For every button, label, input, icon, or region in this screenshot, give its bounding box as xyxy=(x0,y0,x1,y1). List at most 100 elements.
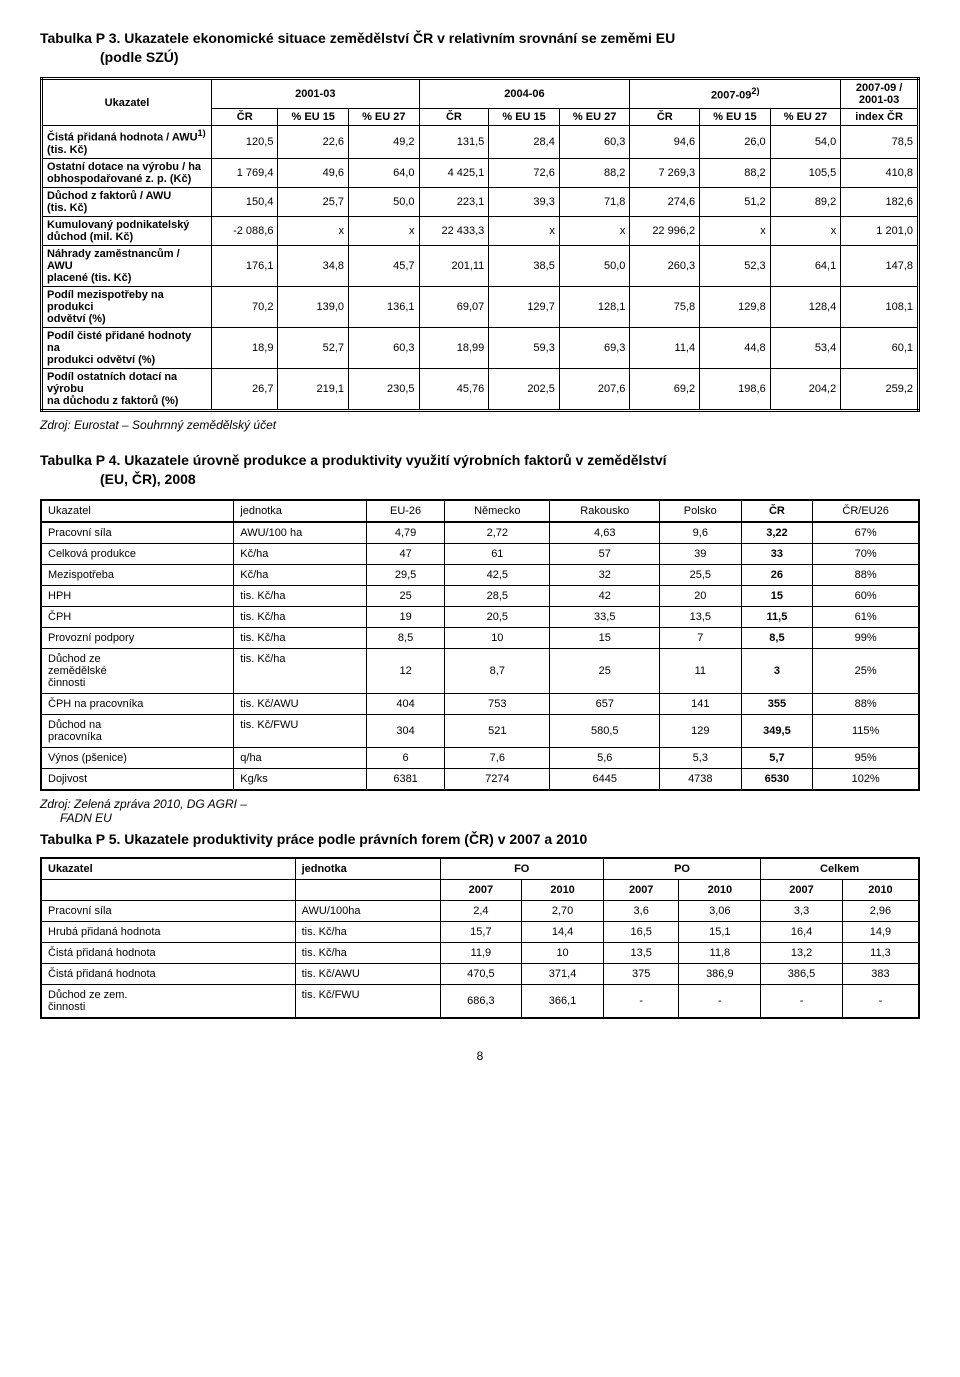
table-cell: 147,8 xyxy=(841,245,919,286)
t5-main: Ukazatele produktivity práce podle právn… xyxy=(124,831,587,847)
table-cell: 45,7 xyxy=(349,245,420,286)
table-cell: 8,7 xyxy=(445,648,550,693)
table-cell: 7 269,3 xyxy=(630,158,700,187)
t5-h-blank xyxy=(295,879,440,900)
table-cell: 78,5 xyxy=(841,126,919,159)
table4: UkazateljednotkaEU-26NěmeckoRakouskoPols… xyxy=(40,499,920,791)
t4-header: ČR/EU26 xyxy=(813,500,919,522)
table-cell: x xyxy=(278,216,349,245)
table-cell: 375 xyxy=(603,963,679,984)
t3-main: Ukazatele ekonomické situace zemědělství… xyxy=(124,30,675,46)
table-cell: 131,5 xyxy=(419,126,489,159)
table-unit: tis. Kč/ha xyxy=(234,648,367,693)
table-cell: 5,7 xyxy=(741,747,813,768)
t4-header: EU-26 xyxy=(366,500,444,522)
table-cell: 4 425,1 xyxy=(419,158,489,187)
table-cell: 139,0 xyxy=(278,286,349,327)
t5-h-year: 2010 xyxy=(842,879,919,900)
table-cell: 129,7 xyxy=(489,286,560,327)
table-cell: 29,5 xyxy=(366,564,444,585)
table-cell: 25 xyxy=(550,648,660,693)
table-row-label: Ostatní dotace na výrobu / haobhospodařo… xyxy=(42,158,212,187)
table-row-label: Celková produkce xyxy=(41,543,234,564)
table-cell: 69,3 xyxy=(559,327,630,368)
table-cell: 4,79 xyxy=(366,522,444,544)
table-cell: 6381 xyxy=(366,768,444,790)
table-cell: 129 xyxy=(660,714,741,747)
table-cell: 11,5 xyxy=(741,606,813,627)
table-cell: 49,2 xyxy=(349,126,420,159)
table-unit: tis. Kč/FWU xyxy=(234,714,367,747)
table-cell: 105,5 xyxy=(770,158,841,187)
t5-h-jednotka: jednotka xyxy=(295,858,440,880)
table-cell: 26,0 xyxy=(700,126,771,159)
table-cell: x xyxy=(700,216,771,245)
t5-h-group: FO xyxy=(440,858,603,880)
table-cell: 25% xyxy=(813,648,919,693)
table-cell: 61 xyxy=(445,543,550,564)
table-cell: 5,3 xyxy=(660,747,741,768)
t5-h-ukazatel: Ukazatel xyxy=(41,858,295,880)
table-row-label: Čistá přidaná hodnota xyxy=(41,963,295,984)
table-cell: 25 xyxy=(366,585,444,606)
table-cell: 753 xyxy=(445,693,550,714)
table-cell: 1 201,0 xyxy=(841,216,919,245)
table-cell: 60,3 xyxy=(349,327,420,368)
table-cell: 404 xyxy=(366,693,444,714)
table-row-label: Dojivost xyxy=(41,768,234,790)
table-cell: 44,8 xyxy=(700,327,771,368)
table-cell: 129,8 xyxy=(700,286,771,327)
table-cell: 150,4 xyxy=(212,187,278,216)
t3-h-p3: 2007-092) xyxy=(630,79,841,109)
table-cell: 57 xyxy=(550,543,660,564)
table-cell: 16,4 xyxy=(761,921,843,942)
t5-h-year: 2007 xyxy=(761,879,843,900)
table-cell: 12 xyxy=(366,648,444,693)
table-cell: 13,5 xyxy=(603,942,679,963)
t4-header: Ukazatel xyxy=(41,500,234,522)
table3: Ukazatel 2001-03 2004-06 2007-092) 2007-… xyxy=(40,77,920,412)
t5-h-year: 2010 xyxy=(522,879,604,900)
table-cell: 99% xyxy=(813,627,919,648)
table-cell: 15 xyxy=(741,585,813,606)
table-cell: 22 996,2 xyxy=(630,216,700,245)
table-cell: 38,5 xyxy=(489,245,560,286)
table-cell: 88,2 xyxy=(559,158,630,187)
table-cell: 386,9 xyxy=(679,963,761,984)
table-row-label: Čistá přidaná hodnota / AWU1)(tis. Kč) xyxy=(42,126,212,159)
table-cell: 259,2 xyxy=(841,368,919,410)
table-cell: 89,2 xyxy=(770,187,841,216)
table-unit: Kč/ha xyxy=(234,564,367,585)
table-cell: 355 xyxy=(741,693,813,714)
table-cell: 15,1 xyxy=(679,921,761,942)
table-cell: 6445 xyxy=(550,768,660,790)
table-cell: 49,6 xyxy=(278,158,349,187)
table-row-label: Hrubá přidaná hodnota xyxy=(41,921,295,942)
table-cell: 470,5 xyxy=(440,963,522,984)
table-cell: 88% xyxy=(813,693,919,714)
table-row-label: Důchod ze zemědělské činnosti xyxy=(41,648,234,693)
table-cell: 3,22 xyxy=(741,522,813,544)
t5-h-year: 2007 xyxy=(603,879,679,900)
table-cell: - xyxy=(679,984,761,1018)
table-cell: 6530 xyxy=(741,768,813,790)
t3-h-cr3: ČR xyxy=(630,109,700,126)
table-cell: 28,5 xyxy=(445,585,550,606)
t5-prefix: Tabulka P 5. xyxy=(40,831,124,847)
table-cell: 72,6 xyxy=(489,158,560,187)
table-cell: 69,2 xyxy=(630,368,700,410)
t4-header: Rakousko xyxy=(550,500,660,522)
table-cell: 128,1 xyxy=(559,286,630,327)
table-cell: 120,5 xyxy=(212,126,278,159)
table-cell: 2,72 xyxy=(445,522,550,544)
table-cell: 15,7 xyxy=(440,921,522,942)
table-cell: 7 xyxy=(660,627,741,648)
table-cell: 26,7 xyxy=(212,368,278,410)
t5-h-group: Celkem xyxy=(761,858,919,880)
table-cell: - xyxy=(603,984,679,1018)
table3-title: Tabulka P 3. Ukazatele ekonomické situac… xyxy=(40,30,920,46)
table-cell: 60,1 xyxy=(841,327,919,368)
table4-source: Zdroj: Zelená zpráva 2010, DG AGRI – FAD… xyxy=(40,797,920,825)
table-cell: 182,6 xyxy=(841,187,919,216)
table-cell: 6 xyxy=(366,747,444,768)
